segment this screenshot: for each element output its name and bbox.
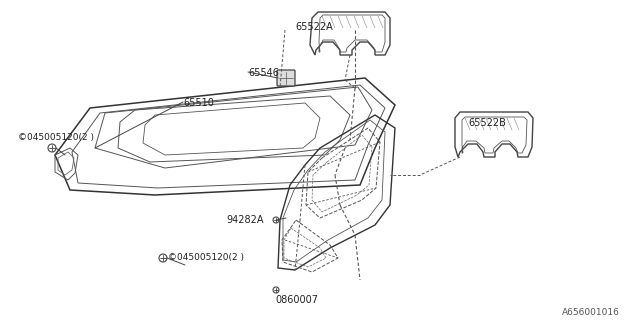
Text: A656001016: A656001016 <box>562 308 620 317</box>
Text: 94282A: 94282A <box>226 215 264 225</box>
Text: 65546: 65546 <box>248 68 279 78</box>
Text: ©045005120(2 ): ©045005120(2 ) <box>18 133 94 142</box>
Text: 65510: 65510 <box>183 98 214 108</box>
Text: ©045005120(2 ): ©045005120(2 ) <box>168 253 244 262</box>
Text: 0860007: 0860007 <box>275 295 318 305</box>
Text: 65522A: 65522A <box>295 22 333 32</box>
FancyBboxPatch shape <box>277 70 295 86</box>
Text: 65522B: 65522B <box>468 118 506 128</box>
